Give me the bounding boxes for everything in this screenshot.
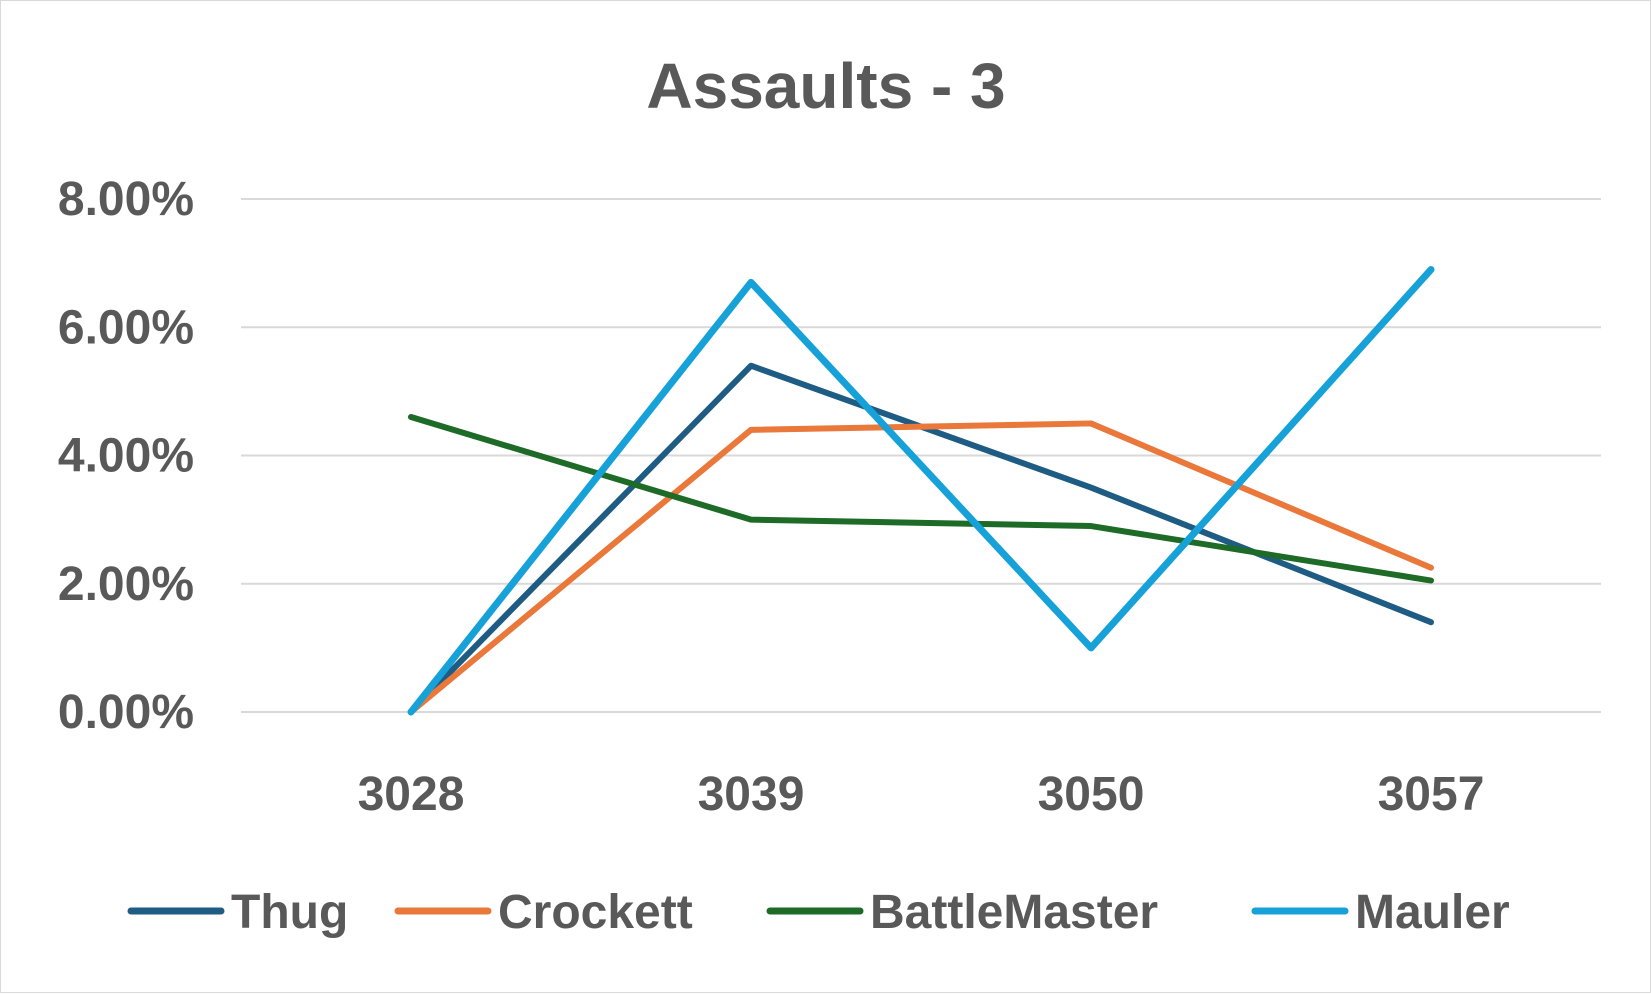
y-tick-label: 0.00% [58, 686, 194, 739]
x-tick-label: 3028 [358, 768, 465, 821]
x-axis-tick-labels: 3028 3039 3050 3057 [358, 768, 1485, 821]
series-line-mauler [407, 266, 1435, 716]
legend-label: BattleMaster [870, 886, 1158, 939]
legend: Thug Crockett BattleMaster Mauler [127, 886, 1510, 939]
x-tick-label: 3039 [698, 768, 805, 821]
legend-label: Mauler [1355, 886, 1510, 939]
gridlines [241, 198, 1601, 713]
y-tick-label: 4.00% [58, 430, 194, 483]
chart-title: Assaults - 3 [646, 50, 1005, 122]
series-line-battlemaster [408, 414, 1434, 584]
legend-label: Crockett [498, 886, 693, 939]
x-tick-label: 3057 [1378, 768, 1485, 821]
series-line-crockett [408, 420, 1434, 715]
y-tick-label: 8.00% [58, 173, 194, 226]
y-tick-label: 6.00% [58, 301, 194, 354]
series-lines [407, 266, 1435, 716]
y-axis-tick-labels: 0.00% 2.00% 4.00% 6.00% 8.00% [58, 173, 194, 739]
series-line-thug [408, 362, 1434, 715]
x-tick-label: 3050 [1038, 768, 1145, 821]
y-tick-label: 2.00% [58, 558, 194, 611]
legend-label: Thug [231, 886, 348, 939]
